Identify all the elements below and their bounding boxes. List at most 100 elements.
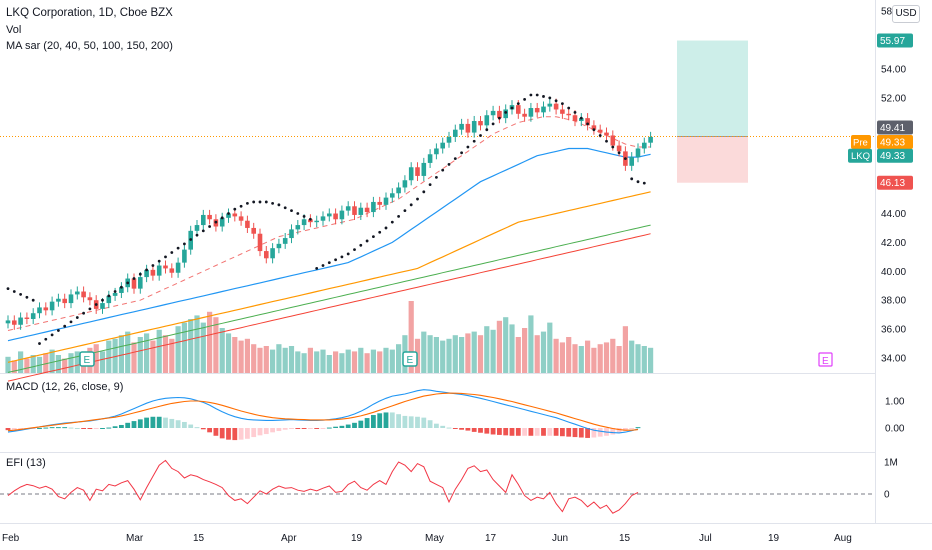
currency-badge[interactable]: USD: [892, 5, 920, 23]
candle-body[interactable]: [282, 238, 288, 244]
candle-body[interactable]: [635, 148, 641, 158]
earnings-marker[interactable]: [402, 351, 418, 367]
candle-body[interactable]: [264, 251, 269, 259]
position-stop-zone[interactable]: [677, 136, 748, 183]
candle-body[interactable]: [484, 115, 490, 126]
candle-body[interactable]: [144, 269, 149, 278]
candle-body[interactable]: [547, 103, 553, 107]
candle-body[interactable]: [156, 265, 162, 276]
candle-body[interactable]: [56, 298, 61, 302]
candle-body[interactable]: [560, 109, 565, 114]
candle-body[interactable]: [119, 287, 124, 293]
candle-body[interactable]: [81, 291, 86, 298]
candle-body[interactable]: [194, 225, 200, 231]
candle-body[interactable]: [591, 125, 597, 130]
candle-body[interactable]: [106, 295, 112, 304]
candle-body[interactable]: [402, 180, 408, 188]
candle-body[interactable]: [345, 206, 351, 211]
candle-body[interactable]: [459, 123, 464, 130]
candle-body[interactable]: [49, 301, 55, 311]
premarket-price-tag[interactable]: [877, 134, 913, 149]
candle-body[interactable]: [295, 225, 301, 230]
candle-body[interactable]: [12, 320, 17, 325]
candle-body[interactable]: [516, 105, 521, 114]
candle-body[interactable]: [427, 154, 433, 163]
candle-body[interactable]: [138, 277, 143, 289]
candle-body[interactable]: [415, 167, 420, 176]
candle-body[interactable]: [43, 307, 49, 311]
candle-body[interactable]: [629, 157, 634, 166]
candle-body[interactable]: [169, 268, 175, 273]
candle-body[interactable]: [100, 303, 105, 309]
candle-body[interactable]: [478, 121, 483, 126]
candle-body[interactable]: [75, 291, 80, 295]
candle-body[interactable]: [289, 229, 294, 239]
candle-body[interactable]: [534, 108, 540, 113]
candle-body[interactable]: [37, 307, 42, 314]
candle-body[interactable]: [301, 219, 307, 226]
candle-body[interactable]: [541, 106, 546, 113]
candle-body[interactable]: [18, 317, 23, 325]
candle-body[interactable]: [642, 142, 647, 149]
candle-body[interactable]: [383, 197, 389, 205]
candle-body[interactable]: [604, 132, 609, 136]
candle-body[interactable]: [87, 297, 93, 301]
candle-body[interactable]: [390, 193, 395, 198]
candle-body[interactable]: [352, 206, 357, 215]
candle-body[interactable]: [471, 121, 477, 133]
candle-body[interactable]: [408, 167, 414, 181]
candle-body[interactable]: [553, 103, 559, 110]
candle-body[interactable]: [257, 233, 263, 252]
candle-body[interactable]: [490, 110, 496, 116]
candle-body[interactable]: [150, 269, 156, 276]
candle-body[interactable]: [585, 118, 590, 126]
candle-body[interactable]: [579, 118, 584, 122]
candle-body[interactable]: [333, 213, 338, 220]
candle-body[interactable]: [421, 162, 427, 176]
candle-body[interactable]: [648, 136, 653, 143]
upcoming-earnings-marker[interactable]: [818, 352, 833, 367]
candle-body[interactable]: [610, 135, 616, 146]
candle-body[interactable]: [371, 201, 376, 213]
candle-body[interactable]: [314, 220, 319, 223]
candle-body[interactable]: [465, 123, 471, 133]
candle-body[interactable]: [320, 216, 326, 221]
candle-body[interactable]: [308, 219, 313, 223]
candle-body[interactable]: [24, 317, 30, 319]
candle-body[interactable]: [434, 148, 439, 155]
candle-body[interactable]: [238, 216, 244, 221]
candle-body[interactable]: [440, 142, 445, 149]
last-price-tag[interactable]: [877, 120, 913, 135]
candle-body[interactable]: [327, 213, 332, 217]
stop-price-tag[interactable]: [877, 175, 913, 190]
candle-body[interactable]: [270, 248, 275, 259]
candle-body[interactable]: [232, 213, 238, 217]
candle-body[interactable]: [175, 262, 181, 273]
candle-body[interactable]: [251, 227, 256, 234]
candle-body[interactable]: [339, 210, 345, 220]
candle-body[interactable]: [245, 220, 250, 228]
candle-body[interactable]: [364, 207, 370, 213]
candle-body[interactable]: [276, 243, 282, 249]
candle-body[interactable]: [226, 213, 231, 218]
candle-body[interactable]: [112, 292, 118, 296]
candle-body[interactable]: [131, 278, 137, 289]
candle-body[interactable]: [522, 113, 527, 117]
candle-body[interactable]: [453, 129, 458, 137]
candle-body[interactable]: [377, 201, 382, 205]
candle-body[interactable]: [616, 145, 622, 152]
candle-body[interactable]: [219, 217, 225, 227]
candle-body[interactable]: [62, 298, 67, 304]
position-target-zone[interactable]: [677, 40, 748, 137]
candle-body[interactable]: [358, 207, 364, 215]
candle-body[interactable]: [5, 320, 11, 324]
candle-body[interactable]: [528, 108, 534, 117]
candle-body[interactable]: [201, 214, 206, 226]
candle-body[interactable]: [68, 294, 74, 304]
candle-body[interactable]: [396, 187, 401, 194]
symbol-price-tag[interactable]: [877, 148, 913, 163]
candle-body[interactable]: [182, 249, 187, 263]
candle-body[interactable]: [163, 265, 168, 269]
earnings-marker[interactable]: [79, 351, 95, 367]
